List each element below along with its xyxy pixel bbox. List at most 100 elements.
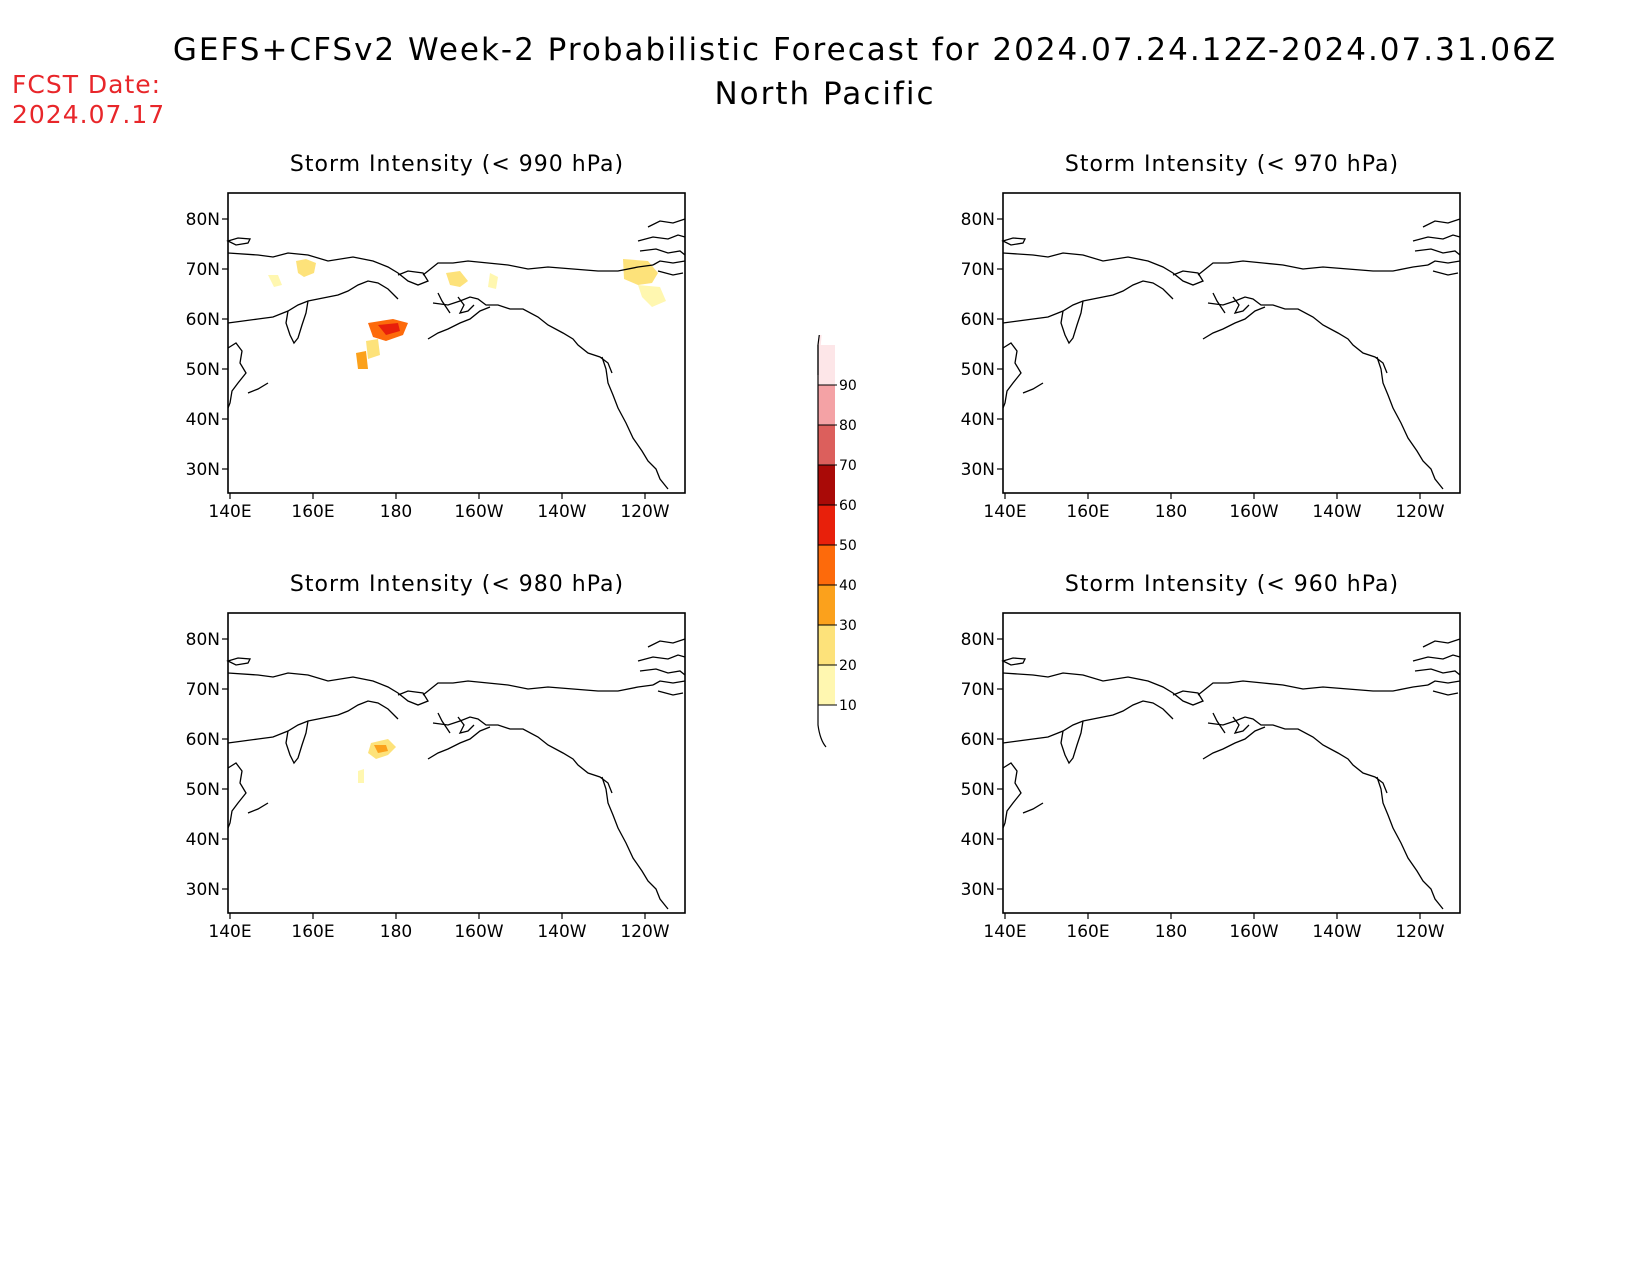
- coastline: [1427, 260, 1461, 266]
- lon-tick-label: 120W: [620, 502, 669, 522]
- coastline: [427, 306, 491, 340]
- lon-tick-label: 160W: [1229, 922, 1278, 942]
- lat-tick-label: 50N: [961, 780, 995, 800]
- coastline: [227, 762, 247, 829]
- coastline: [226, 237, 252, 246]
- coastline: [227, 252, 429, 286]
- coastline: [1202, 726, 1266, 760]
- lon-tick-label: 180: [1155, 922, 1187, 942]
- forecast-date-value: 2024.07.17: [12, 100, 166, 129]
- lon-tick-label: 160W: [454, 922, 503, 942]
- lon-tick-label: 140W: [1312, 502, 1361, 522]
- colorbar-tick-label: 10: [839, 698, 857, 714]
- coastline: [1060, 720, 1084, 765]
- lon-tick-label: 180: [1155, 502, 1187, 522]
- probability-area: [356, 351, 368, 369]
- coastline: [1232, 716, 1250, 734]
- map-panel-980: 140E 160E 180 160W 140W 120W 80N 70N 60N 50N 40N 30…: [186, 612, 686, 942]
- lat-tick-label: 30N: [961, 880, 995, 900]
- coastline: [1212, 292, 1226, 314]
- map-panel-960: 140E 160E 180 160W 140W 120W 80N 70N 60N 50N 40N 30…: [961, 612, 1461, 942]
- lat-tick-label: 40N: [961, 830, 995, 850]
- lat-tick-label: 50N: [961, 360, 995, 380]
- lon-tick-label: 120W: [1395, 922, 1444, 942]
- map-border: [227, 612, 686, 914]
- coastline: [1001, 657, 1027, 666]
- colorbar-tick-label: 20: [839, 658, 857, 674]
- colorbar-tick-label: 50: [839, 538, 857, 554]
- coastline: [1002, 672, 1204, 706]
- coastline: [226, 657, 252, 666]
- coastline: [247, 382, 269, 394]
- colorbar-segment: [818, 465, 835, 505]
- coastline: [1427, 680, 1461, 686]
- coastline: [457, 716, 475, 734]
- coastline: [1001, 237, 1027, 246]
- coastline: [457, 296, 475, 314]
- lat-tick-label: 40N: [186, 830, 220, 850]
- coastline: [227, 280, 399, 324]
- coastline: [422, 680, 654, 696]
- coastline: [432, 716, 613, 794]
- lon-tick-label: 140W: [537, 502, 586, 522]
- coastline: [1207, 716, 1388, 794]
- coastline: [285, 720, 309, 765]
- colorbar-segment: [818, 625, 835, 665]
- coastline: [1002, 700, 1174, 744]
- coastline: [227, 342, 247, 409]
- map-border: [1002, 612, 1461, 914]
- map-border: [227, 192, 686, 494]
- main-title: GEFS+CFSv2 Week-2 Probabilistic Forecast…: [172, 32, 1558, 68]
- probability-area: [268, 275, 282, 287]
- colorbar-tick-label: 60: [839, 498, 857, 514]
- colorbar-segment: [818, 505, 835, 545]
- panel-title-970: Storm Intensity (< 970 hPa): [1064, 152, 1400, 177]
- probability-area: [488, 273, 498, 289]
- colorbar-segment: [818, 585, 835, 625]
- lat-tick-label: 30N: [186, 460, 220, 480]
- coastline: [1022, 382, 1044, 394]
- lon-tick-label: 160E: [1066, 502, 1109, 522]
- coastline: [437, 712, 451, 734]
- colorbar-segment: [818, 345, 835, 385]
- coastline: [1412, 638, 1461, 696]
- map-panel-990: 140E 160E 180 160W 140W 120W 80N 70N 60N 50N 40N 30…: [186, 192, 686, 522]
- lat-tick-label: 70N: [961, 680, 995, 700]
- coastline: [227, 700, 399, 744]
- lat-tick-label: 60N: [186, 310, 220, 330]
- map-frame: 140E 160E 180 160W 140W 120W 80N 70N 60N 50N 40N 30…: [961, 612, 1461, 942]
- lat-tick-label: 80N: [186, 630, 220, 650]
- probability-area: [623, 259, 658, 285]
- colorbar-segment: [818, 425, 835, 465]
- lat-tick-label: 60N: [186, 730, 220, 750]
- coastline: [1002, 342, 1022, 409]
- panel-title-990: Storm Intensity (< 990 hPa): [289, 152, 625, 177]
- lon-tick-label: 160W: [1229, 502, 1278, 522]
- panel-title-960: Storm Intensity (< 960 hPa): [1064, 572, 1400, 597]
- coastline: [652, 260, 686, 266]
- coastline: [1212, 712, 1226, 734]
- coastline: [601, 776, 669, 910]
- lon-tick-label: 140E: [983, 922, 1026, 942]
- lon-tick-label: 180: [380, 502, 412, 522]
- lat-tick-label: 40N: [186, 410, 220, 430]
- lon-tick-label: 180: [380, 922, 412, 942]
- probability-area: [374, 745, 388, 753]
- coastline: [427, 726, 491, 760]
- colorbar-tick-label: 40: [839, 578, 857, 594]
- probability-area: [446, 271, 468, 287]
- lon-tick-label: 160E: [291, 922, 334, 942]
- colorbar-segment: [818, 665, 835, 705]
- lat-tick-label: 70N: [186, 680, 220, 700]
- coastline: [1412, 218, 1461, 276]
- coastline: [1002, 252, 1204, 286]
- lon-tick-label: 140E: [208, 922, 251, 942]
- lon-tick-label: 160W: [454, 502, 503, 522]
- lat-tick-label: 40N: [961, 410, 995, 430]
- probability-colorbar: 10 20 30 40 50 60 70 80 90: [817, 335, 857, 748]
- coastline: [1060, 300, 1084, 345]
- colorbar-tick-label: 30: [839, 618, 857, 634]
- probability-area: [638, 285, 666, 307]
- map-frame: 140E 160E 180 160W 140W 120W 80N 70N 60N 50N 40N 30…: [186, 612, 686, 942]
- coastline: [227, 672, 429, 706]
